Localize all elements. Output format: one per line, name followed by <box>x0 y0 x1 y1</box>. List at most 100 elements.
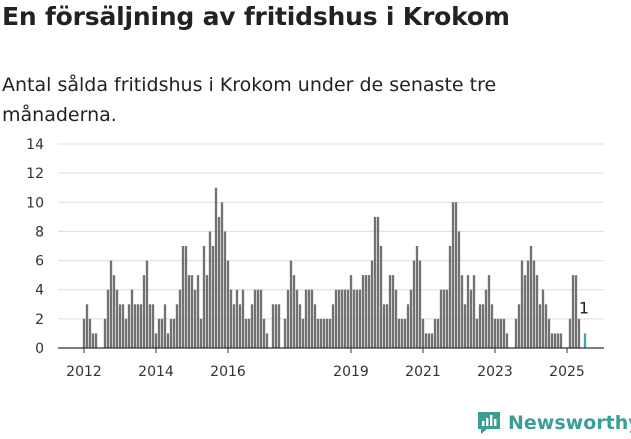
bar-latest <box>583 333 587 348</box>
bar <box>382 304 386 348</box>
bar <box>568 318 572 348</box>
bar <box>505 333 509 348</box>
bar <box>292 275 296 348</box>
bars <box>82 187 587 348</box>
bar <box>421 318 425 348</box>
bar <box>457 231 461 348</box>
bar <box>469 289 473 348</box>
bar <box>232 304 236 348</box>
bar <box>523 275 527 348</box>
bar <box>163 304 167 348</box>
bar <box>541 289 545 348</box>
bar <box>430 333 434 348</box>
bar <box>331 304 335 348</box>
bar <box>199 318 203 348</box>
bar <box>298 304 302 348</box>
bar <box>112 275 116 348</box>
bar <box>454 202 458 348</box>
bar <box>328 318 332 348</box>
x-tick-label: 2014 <box>138 364 174 380</box>
bar <box>157 318 161 348</box>
chart-subtitle: Antal sålda fritidshus i Krokom under de… <box>2 74 497 126</box>
bar <box>187 275 191 348</box>
brand-name: Newsworthy <box>508 412 631 434</box>
bar <box>484 289 488 348</box>
bar <box>400 318 404 348</box>
y-tick-label: 10 <box>26 195 44 211</box>
bar <box>289 260 293 348</box>
chart-title: En försäljning av fritidshus i Krokom <box>2 2 510 31</box>
y-tick-label: 0 <box>35 341 44 357</box>
bar-chart: 0 2 4 6 8 10 12 14 1 2012 2014 2016 2019 2021 2023 2025 <box>26 137 604 380</box>
bar <box>106 289 110 348</box>
bar <box>307 289 311 348</box>
bar <box>121 304 125 348</box>
bar <box>301 318 305 348</box>
bar <box>520 260 524 348</box>
bar <box>253 289 257 348</box>
bar <box>376 216 380 348</box>
bar <box>238 304 242 348</box>
bar <box>442 289 446 348</box>
bar <box>544 304 548 348</box>
bar <box>160 318 164 348</box>
bar <box>211 246 215 348</box>
bar <box>388 275 392 348</box>
bar <box>265 333 269 348</box>
bar <box>412 260 416 348</box>
bar <box>571 275 575 348</box>
bar <box>460 275 464 348</box>
bar <box>241 289 245 348</box>
newsworthy-logo-icon <box>478 412 500 434</box>
bar <box>553 333 557 348</box>
bar <box>502 318 506 348</box>
bar <box>205 275 209 348</box>
bar <box>355 289 359 348</box>
bar <box>397 318 401 348</box>
bar <box>277 304 281 348</box>
bar <box>514 318 518 348</box>
bar <box>394 289 398 348</box>
bar <box>403 318 407 348</box>
bar <box>334 289 338 348</box>
y-tick-label: 4 <box>35 283 44 299</box>
bar <box>136 304 140 348</box>
bar <box>133 304 137 348</box>
bar <box>115 289 119 348</box>
bar <box>154 333 158 348</box>
bar <box>313 304 317 348</box>
bar <box>226 260 230 348</box>
bar <box>103 318 107 348</box>
bar <box>361 275 365 348</box>
bar <box>175 304 179 348</box>
bar <box>178 289 182 348</box>
bar <box>427 333 431 348</box>
bar <box>223 231 227 348</box>
bar <box>538 304 542 348</box>
bar <box>391 275 395 348</box>
bar <box>379 246 383 348</box>
bar <box>319 318 323 348</box>
bar <box>550 333 554 348</box>
bar <box>91 333 95 348</box>
x-tick-label: 2019 <box>333 364 369 380</box>
bar <box>385 304 389 348</box>
bar <box>304 289 308 348</box>
bar <box>166 333 170 348</box>
bar <box>142 275 146 348</box>
bar <box>247 318 251 348</box>
bar <box>367 275 371 348</box>
bar <box>235 289 239 348</box>
bar <box>349 275 353 348</box>
bar <box>202 246 206 348</box>
latest-value-label: 1 <box>579 298 589 317</box>
bar <box>343 289 347 348</box>
bar <box>439 289 443 348</box>
bar <box>433 318 437 348</box>
bar <box>466 275 470 348</box>
bar <box>214 187 218 348</box>
bar <box>145 260 149 348</box>
bar <box>487 275 491 348</box>
bar <box>127 304 131 348</box>
bar <box>190 275 194 348</box>
